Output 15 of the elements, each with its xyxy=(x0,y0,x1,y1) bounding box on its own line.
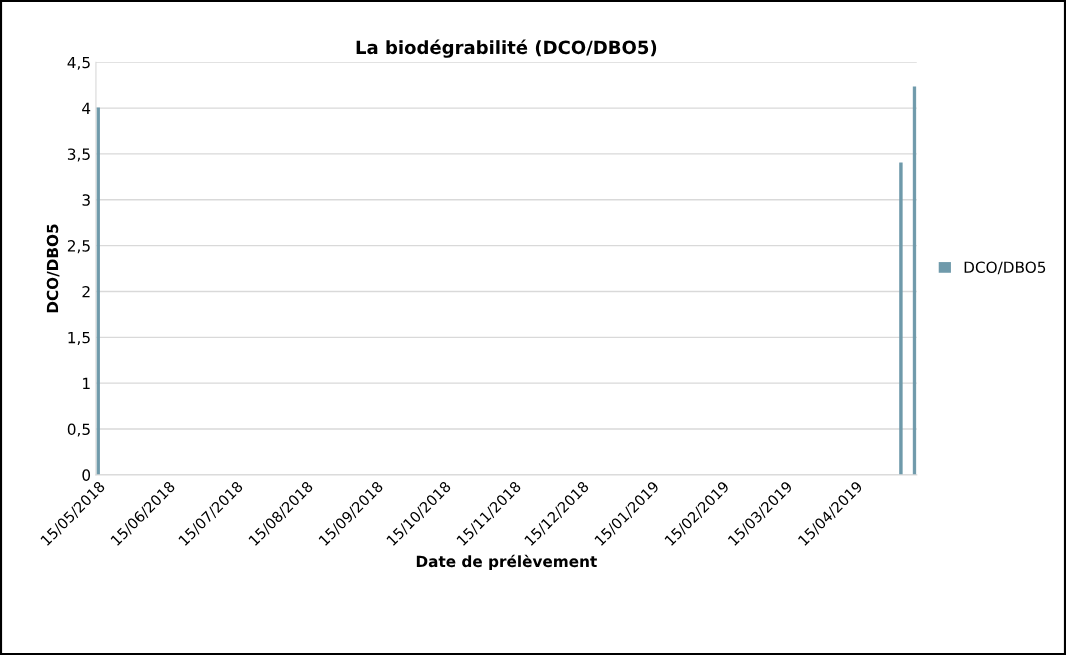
y-tick-label: 2,5 xyxy=(67,240,90,254)
y-tick-label: 3 xyxy=(82,194,90,206)
x-axis-title: Date de prélèvement xyxy=(416,554,597,571)
y-axis-title: DCO/DBO5 xyxy=(46,224,60,313)
chart-title: La biodégrabilité (DCO/DBO5) xyxy=(356,39,657,58)
legend-label: DCO/DBO5 xyxy=(964,261,1046,275)
y-tick-label: 4,5 xyxy=(67,56,90,70)
y-tick-label: 4 xyxy=(82,102,91,114)
y-tick-label: 3,5 xyxy=(67,148,90,162)
y-tick-label: 2 xyxy=(82,285,90,298)
y-tick-label: 0 xyxy=(82,469,91,481)
y-tick-label: 0,5 xyxy=(67,423,90,437)
bar xyxy=(899,162,903,475)
y-tick-label: 1,5 xyxy=(68,331,90,345)
y-tick-label: 1 xyxy=(83,377,90,389)
